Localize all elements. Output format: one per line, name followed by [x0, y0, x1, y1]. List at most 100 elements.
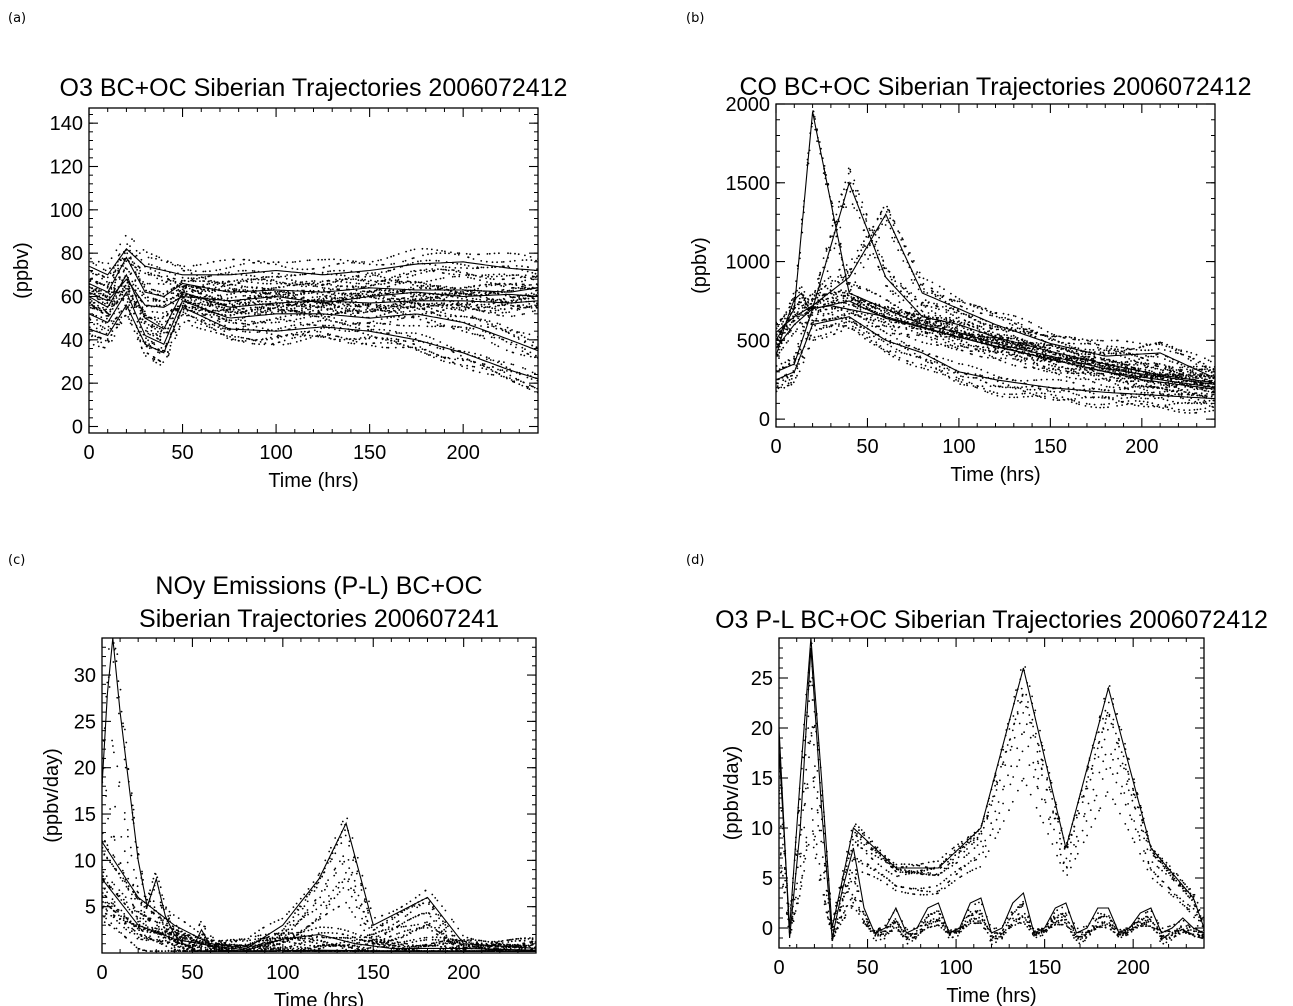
data-point — [126, 281, 129, 284]
data-point — [206, 262, 209, 264]
data-point — [387, 332, 390, 335]
data-point — [282, 281, 284, 284]
data-point — [131, 238, 133, 241]
data-point — [341, 307, 343, 310]
data-point — [530, 307, 533, 309]
data-point — [452, 347, 455, 350]
data-point — [314, 315, 316, 318]
data-point — [139, 309, 142, 312]
data-point — [442, 268, 444, 271]
data-point — [521, 294, 524, 297]
data-point — [133, 292, 136, 295]
data-point — [936, 338, 938, 341]
data-point — [392, 294, 394, 297]
data-point — [231, 334, 233, 337]
data-point — [113, 335, 116, 337]
data-point — [803, 211, 805, 214]
data-point — [357, 294, 360, 297]
data-point — [372, 310, 375, 312]
data-point — [402, 272, 405, 275]
data-point — [241, 340, 244, 342]
data-point — [169, 279, 172, 282]
data-point — [212, 260, 215, 263]
data-point — [521, 313, 524, 316]
data-point — [488, 366, 490, 369]
data-point — [468, 303, 471, 306]
data-point — [216, 309, 219, 312]
data-point — [122, 298, 125, 300]
data-point — [503, 291, 506, 293]
data-point — [407, 297, 409, 300]
data-point — [216, 281, 219, 284]
data-point — [519, 373, 521, 376]
data-point — [219, 309, 222, 312]
data-point — [211, 296, 214, 298]
data-point — [393, 295, 396, 297]
data-point — [134, 266, 137, 268]
data-point — [195, 286, 198, 288]
data-point — [957, 345, 959, 348]
data-point — [252, 301, 255, 303]
data-point — [366, 316, 368, 319]
data-point — [461, 305, 463, 308]
data-point — [103, 346, 106, 349]
data-point — [258, 343, 260, 346]
data-point — [254, 339, 257, 342]
data-point — [334, 328, 336, 331]
data-point — [137, 265, 140, 268]
data-point — [797, 342, 800, 345]
data-point — [193, 316, 195, 319]
data-point — [172, 330, 175, 333]
data-point — [89, 301, 92, 304]
data-point — [527, 287, 529, 290]
data-point — [466, 306, 469, 309]
data-point — [291, 282, 294, 285]
data-point — [359, 295, 362, 298]
data-point — [496, 290, 499, 293]
data-point — [379, 314, 382, 317]
data-point — [223, 318, 226, 320]
data-point — [144, 265, 146, 268]
data-point — [274, 290, 276, 293]
data-point — [489, 359, 492, 361]
data-point — [128, 282, 131, 284]
data-point — [222, 290, 225, 292]
data-point — [182, 311, 185, 313]
data-point — [248, 259, 251, 261]
data-point — [393, 262, 395, 265]
data-point — [361, 278, 364, 281]
data-point — [336, 311, 339, 313]
data-point — [363, 290, 366, 293]
data-point — [381, 263, 384, 266]
data-point — [517, 286, 520, 289]
data-point — [525, 259, 528, 261]
data-point — [465, 316, 468, 318]
data-point — [346, 305, 349, 308]
data-point — [312, 309, 314, 312]
data-point — [301, 309, 303, 312]
data-point — [469, 327, 471, 329]
data-point — [255, 292, 257, 294]
data-point — [363, 336, 366, 339]
data-point — [216, 302, 219, 305]
data-point — [787, 327, 789, 329]
data-point — [181, 279, 183, 282]
data-point — [157, 317, 160, 320]
data-point — [1108, 386, 1111, 388]
data-point — [170, 332, 173, 334]
data-point — [501, 329, 504, 332]
data-point — [382, 297, 385, 300]
data-point — [139, 312, 142, 315]
data-point — [449, 289, 452, 292]
data-point — [288, 328, 291, 330]
data-point — [207, 303, 210, 305]
data-point — [242, 269, 244, 272]
data-point — [304, 282, 307, 285]
data-point — [524, 294, 526, 297]
data-point — [274, 321, 277, 324]
data-point — [184, 294, 187, 297]
data-point — [296, 314, 298, 316]
data-point — [277, 286, 280, 288]
data-point — [325, 326, 328, 329]
data-point — [521, 269, 524, 271]
